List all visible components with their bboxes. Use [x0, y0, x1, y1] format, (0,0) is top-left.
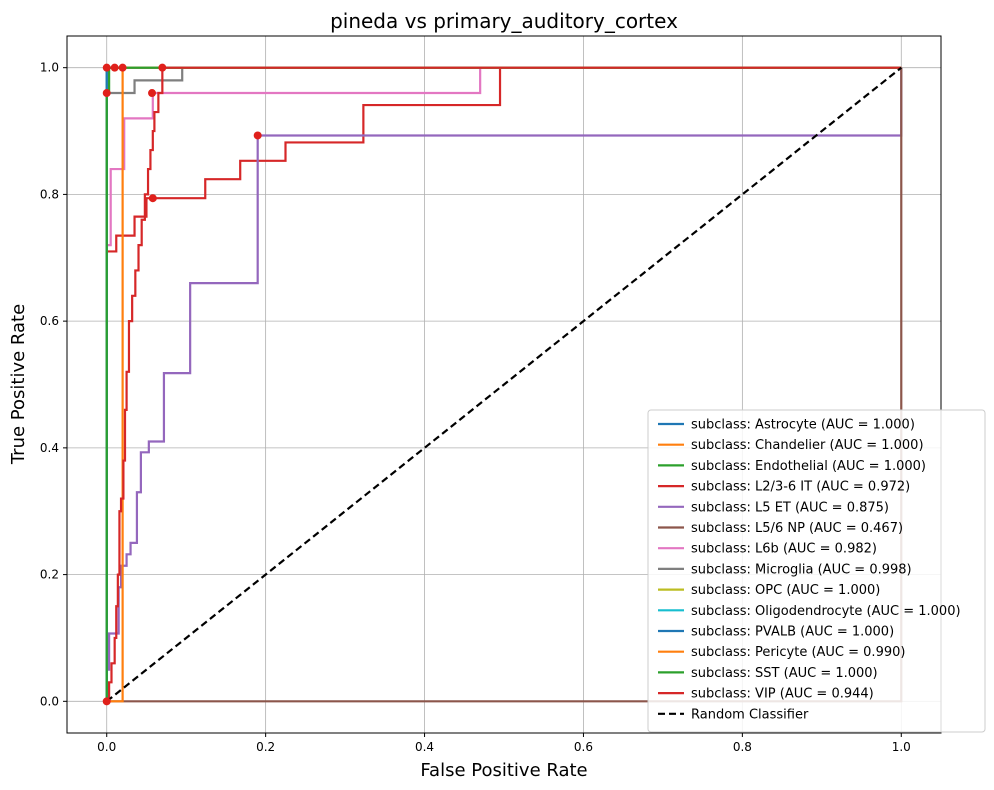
series-line-4 [105, 67, 903, 702]
x-axis-label: False Positive Rate [420, 760, 587, 781]
legend-label: subclass: L5/6 NP (AUC = 0.467) [691, 521, 903, 536]
legend-label: subclass: SST (AUC = 1.000) [691, 666, 878, 681]
legend-label: subclass: Pericyte (AUC = 0.990) [691, 645, 905, 660]
y-tick-label: 1.0 [40, 61, 59, 75]
legend-label: subclass: L5 ET (AUC = 0.875) [691, 500, 889, 515]
threshold-marker [102, 697, 111, 706]
legend-label: subclass: Oligodendrocyte (AUC = 1.000) [691, 604, 961, 619]
x-tick-label: 0.2 [256, 740, 275, 754]
threshold-marker [148, 194, 157, 203]
legend-label: subclass: Astrocyte (AUC = 1.000) [691, 418, 915, 433]
threshold-marker [148, 89, 157, 98]
plot-frame [66, 35, 942, 734]
series-line-14 [106, 66, 902, 703]
legend-label: subclass: L6b (AUC = 0.982) [691, 542, 877, 557]
x-axis-ticks: 0.0 0.2 0.4 0.6 0.8 1.0 [97, 733, 911, 754]
x-tick-label: 0.4 [415, 740, 434, 754]
legend: subclass: Astrocyte (AUC = 1.000) subclas… [647, 409, 986, 733]
threshold-marker [102, 63, 111, 72]
legend-label: subclass: L2/3-6 IT (AUC = 0.972) [691, 480, 910, 495]
legend-label: subclass: OPC (AUC = 1.000) [691, 583, 880, 598]
threshold-marker [253, 131, 262, 140]
x-tick-label: 0.0 [97, 740, 116, 754]
legend-label: Random Classifier [691, 707, 809, 722]
y-axis-label: True Positive Rate [8, 304, 29, 465]
y-tick-label: 0.2 [40, 568, 59, 582]
threshold-marker [110, 63, 119, 72]
y-tick-label: 0.0 [40, 694, 59, 708]
threshold-markers [102, 63, 262, 706]
threshold-marker [102, 89, 111, 98]
legend-label: subclass: Microglia (AUC = 0.998) [691, 562, 912, 577]
x-tick-label: 1.0 [892, 740, 911, 754]
legend-label: subclass: PVALB (AUC = 1.000) [691, 625, 894, 640]
x-tick-label: 0.8 [733, 740, 752, 754]
legend-label: subclass: Chandelier (AUC = 1.000) [691, 438, 924, 453]
threshold-marker [118, 63, 127, 72]
y-tick-label: 0.6 [40, 314, 59, 328]
series-line-13 [106, 66, 902, 703]
legend-label: subclass: VIP (AUC = 0.944) [691, 687, 874, 702]
series-line-6 [105, 66, 902, 702]
x-tick-label: 0.6 [574, 740, 593, 754]
y-tick-label: 0.4 [40, 441, 59, 455]
legend-label: subclass: Endothelial (AUC = 1.000) [691, 459, 926, 474]
grid [67, 36, 941, 733]
y-tick-label: 0.8 [40, 187, 59, 201]
legend-box [647, 409, 986, 733]
chart-title: pineda vs primary_auditory_cortex [330, 9, 678, 33]
series-line-3 [105, 66, 902, 702]
y-axis-ticks: 0.0 0.2 0.4 0.6 0.8 1.0 [40, 61, 67, 708]
threshold-marker [158, 63, 167, 72]
